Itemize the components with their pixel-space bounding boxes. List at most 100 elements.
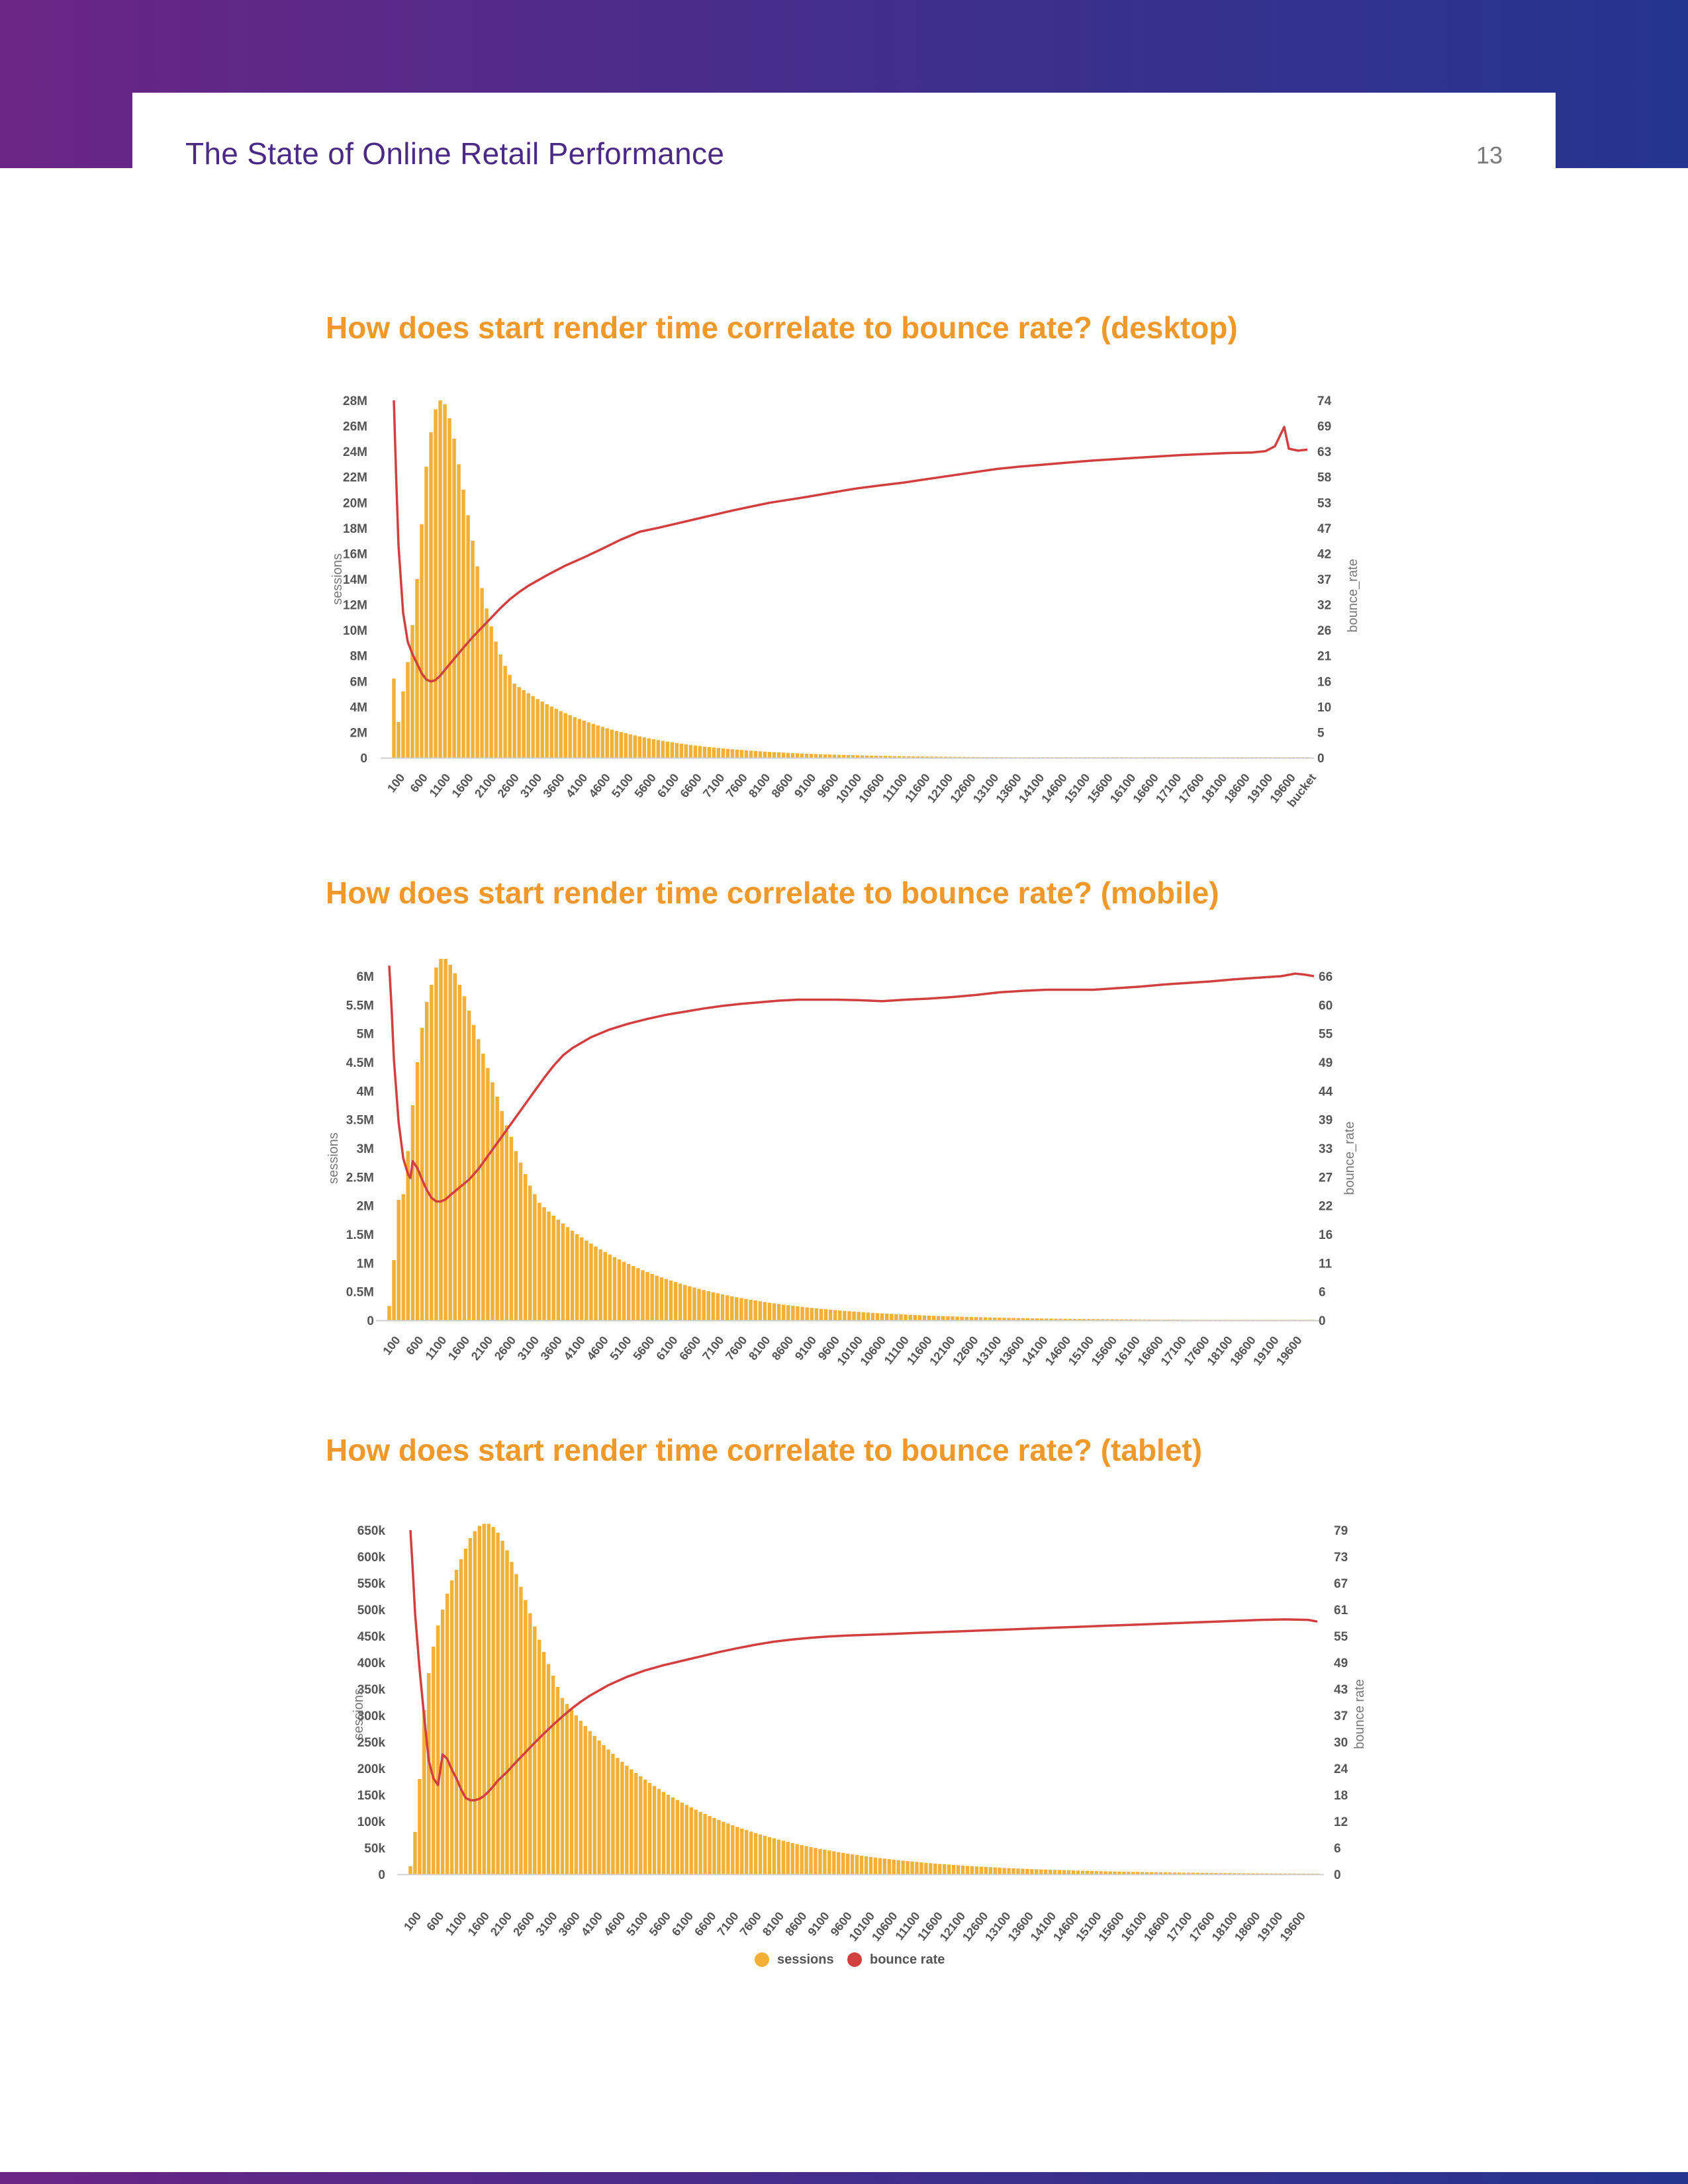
sessions-bar	[833, 1310, 837, 1320]
sessions-bar	[413, 1832, 417, 1874]
y-tick-label: 12M	[343, 599, 367, 613]
sessions-bar	[832, 754, 837, 758]
sessions-bar	[845, 1853, 850, 1874]
sessions-bar	[943, 756, 948, 758]
sessions-bar	[804, 753, 809, 758]
sessions-bar	[708, 1815, 712, 1874]
sessions-bar	[533, 1626, 537, 1874]
sessions-bar	[1196, 1872, 1199, 1874]
sessions-bar	[415, 579, 419, 758]
sessions-bar	[772, 752, 776, 758]
sessions-bar	[717, 1819, 721, 1874]
sessions-bar	[753, 1300, 757, 1320]
sessions-bar	[1145, 1872, 1149, 1874]
sessions-bar	[1076, 1870, 1080, 1874]
sessions-bar	[489, 626, 493, 758]
x-tick-label: 19600	[1277, 1909, 1308, 1944]
sessions-bar	[1007, 1868, 1011, 1874]
sessions-bar	[735, 1297, 739, 1320]
y-tick-label: 200k	[357, 1762, 386, 1776]
sessions-bar	[1242, 1873, 1246, 1874]
sessions-bar	[851, 755, 855, 758]
y2-tick-label: 18	[1334, 1789, 1348, 1803]
sessions-bar	[611, 1753, 615, 1874]
sessions-bar	[619, 732, 623, 758]
sessions-bar	[678, 1283, 682, 1320]
y-tick-label: 150k	[357, 1789, 386, 1803]
sessions-bar	[551, 1215, 555, 1320]
sessions-bar	[795, 753, 800, 758]
sessions-bar	[828, 1309, 833, 1320]
sessions-bar	[772, 1303, 776, 1320]
sessions-bar	[491, 1082, 494, 1320]
sessions-bar	[522, 690, 526, 758]
sessions-bar	[1163, 1872, 1168, 1874]
sessions-bar	[656, 740, 661, 758]
y2-axis-title: bounce rate	[1352, 1679, 1367, 1749]
sessions-bar	[1233, 1873, 1237, 1874]
y-tick-label: 20M	[343, 496, 367, 510]
sessions-bar	[624, 733, 628, 758]
sessions-bar	[661, 1792, 666, 1874]
sessions-bar	[1154, 1872, 1158, 1874]
y-tick-label: 2.5M	[346, 1171, 374, 1185]
sessions-dot-icon	[755, 1952, 769, 1967]
sessions-bar	[823, 1849, 827, 1874]
sessions-bar	[929, 756, 934, 758]
sessions-bar	[1214, 1873, 1218, 1874]
sessions-bar	[664, 1279, 669, 1320]
y2-tick-label: 26	[1317, 624, 1331, 638]
sessions-bar	[675, 1799, 680, 1874]
sessions-bar	[838, 1310, 842, 1320]
sessions-bar	[922, 1315, 927, 1320]
sessions-bar	[592, 1735, 596, 1874]
x-tick-label: 10600	[869, 1909, 900, 1944]
y2-tick-label: 32	[1317, 599, 1331, 613]
sessions-bar	[498, 654, 502, 758]
bounce-rate-line	[388, 966, 1315, 1203]
sessions-bar	[758, 1834, 763, 1874]
sessions-bar	[744, 750, 749, 758]
sessions-bar	[612, 1257, 617, 1320]
sessions-bar	[729, 1296, 734, 1320]
y2-tick-label: 47	[1317, 522, 1331, 536]
sessions-bar	[1103, 1871, 1107, 1874]
sessions-bar	[841, 1852, 845, 1874]
x-tick-label: 10600	[857, 1334, 888, 1368]
sessions-bar	[882, 1858, 886, 1874]
sessions-bar	[538, 1203, 541, 1320]
sessions-bar	[884, 1313, 889, 1320]
x-tick-label: 10600	[856, 771, 887, 805]
y-tick-label: 16M	[343, 547, 367, 561]
y-tick-label: 5M	[357, 1028, 374, 1042]
sessions-bar	[906, 1861, 910, 1874]
sessions-bar	[1045, 1318, 1049, 1320]
x-tick-label: 1600	[449, 771, 476, 800]
legend-item-bounce-rate[interactable]: bounce rate	[847, 1950, 945, 1970]
sessions-bar	[896, 1860, 900, 1874]
sessions-bar	[855, 755, 860, 758]
legend-item-sessions[interactable]: sessions	[755, 1950, 834, 1970]
page-number: 13	[1476, 142, 1503, 169]
sessions-bar	[463, 1549, 468, 1874]
y2-tick-label: 37	[1317, 573, 1331, 587]
sessions-bar	[647, 738, 651, 758]
sessions-bar	[980, 756, 985, 758]
sessions-bar	[1066, 1870, 1071, 1874]
sessions-bar	[767, 1302, 772, 1320]
sessions-bar	[758, 751, 763, 758]
y2-tick-label: 6	[1334, 1842, 1341, 1856]
sessions-bar	[573, 717, 577, 758]
x-tick-label: 6600	[678, 771, 704, 800]
sessions-bar	[1048, 1870, 1053, 1874]
sessions-bar	[1021, 1318, 1025, 1320]
sessions-bar	[731, 1825, 735, 1874]
sessions-bar	[626, 1263, 631, 1320]
sessions-bar	[809, 1846, 813, 1874]
sessions-bar	[625, 1765, 629, 1874]
x-tick-label: 3100	[515, 1334, 541, 1363]
sessions-bar	[776, 752, 781, 758]
sessions-bar	[418, 1779, 422, 1874]
sessions-bar	[993, 1317, 997, 1320]
sessions-bar	[730, 749, 735, 758]
